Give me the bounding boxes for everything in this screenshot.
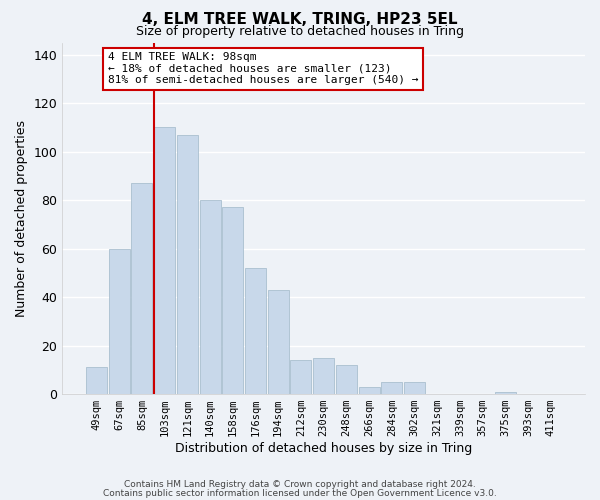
Bar — [268, 290, 289, 394]
Bar — [495, 392, 516, 394]
Bar — [382, 382, 402, 394]
Bar — [131, 183, 152, 394]
Bar — [404, 382, 425, 394]
Y-axis label: Number of detached properties: Number of detached properties — [15, 120, 28, 317]
X-axis label: Distribution of detached houses by size in Tring: Distribution of detached houses by size … — [175, 442, 472, 455]
Bar — [154, 128, 175, 394]
Text: Size of property relative to detached houses in Tring: Size of property relative to detached ho… — [136, 25, 464, 38]
Bar — [223, 208, 243, 394]
Bar — [109, 248, 130, 394]
Bar — [200, 200, 221, 394]
Bar — [290, 360, 311, 394]
Bar — [245, 268, 266, 394]
Text: Contains HM Land Registry data © Crown copyright and database right 2024.: Contains HM Land Registry data © Crown c… — [124, 480, 476, 489]
Text: 4 ELM TREE WALK: 98sqm
← 18% of detached houses are smaller (123)
81% of semi-de: 4 ELM TREE WALK: 98sqm ← 18% of detached… — [108, 52, 418, 86]
Bar — [336, 365, 357, 394]
Text: 4, ELM TREE WALK, TRING, HP23 5EL: 4, ELM TREE WALK, TRING, HP23 5EL — [142, 12, 458, 28]
Bar — [313, 358, 334, 394]
Text: Contains public sector information licensed under the Open Government Licence v3: Contains public sector information licen… — [103, 488, 497, 498]
Bar — [359, 387, 380, 394]
Bar — [177, 134, 198, 394]
Bar — [86, 368, 107, 394]
